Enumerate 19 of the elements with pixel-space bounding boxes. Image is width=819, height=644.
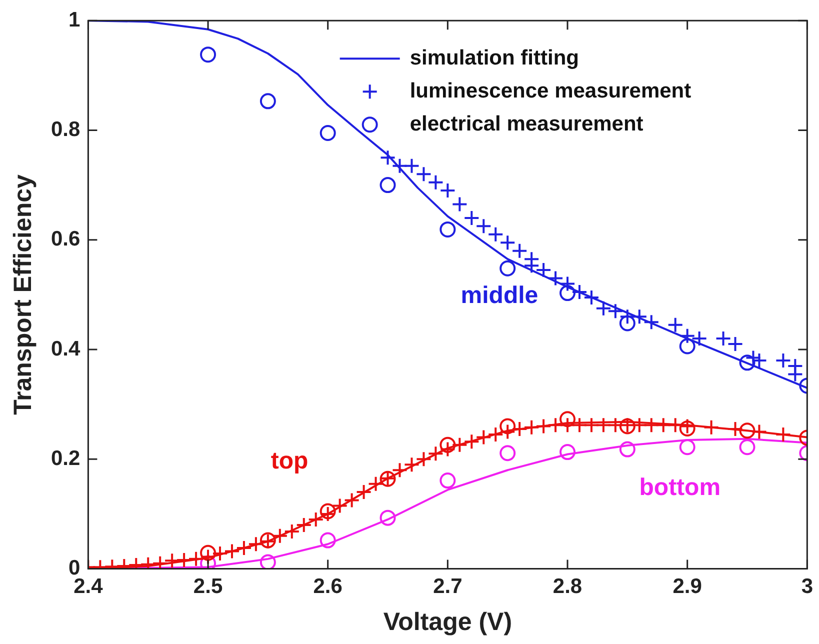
y-tick-label: 0.6 [50, 228, 80, 251]
y-tick-label: 0.4 [50, 337, 81, 360]
legend-label: luminescence measurement [410, 79, 692, 102]
legend-label: simulation fitting [410, 46, 579, 70]
x-tick-label: 3 [801, 575, 814, 598]
x-tick-label: 2.7 [433, 575, 462, 598]
y-tick-label: 0.2 [50, 446, 80, 470]
legend-label: electrical measurement [410, 112, 644, 136]
y-axis-title: Transport Efficiency [8, 174, 37, 415]
x-axis-title: Voltage (V) [383, 608, 512, 636]
x-tick-label: 2.9 [672, 575, 702, 598]
x-tick-label: 2.8 [552, 575, 582, 598]
x-tick-label: 2.6 [313, 575, 342, 598]
annotation: top [270, 448, 308, 475]
y-tick-label: 0.8 [50, 118, 81, 142]
annotation: bottom [639, 474, 721, 501]
y-tick-label: 1 [68, 8, 81, 32]
annotation: middle [460, 282, 538, 309]
x-tick-label: 2.5 [193, 575, 223, 598]
